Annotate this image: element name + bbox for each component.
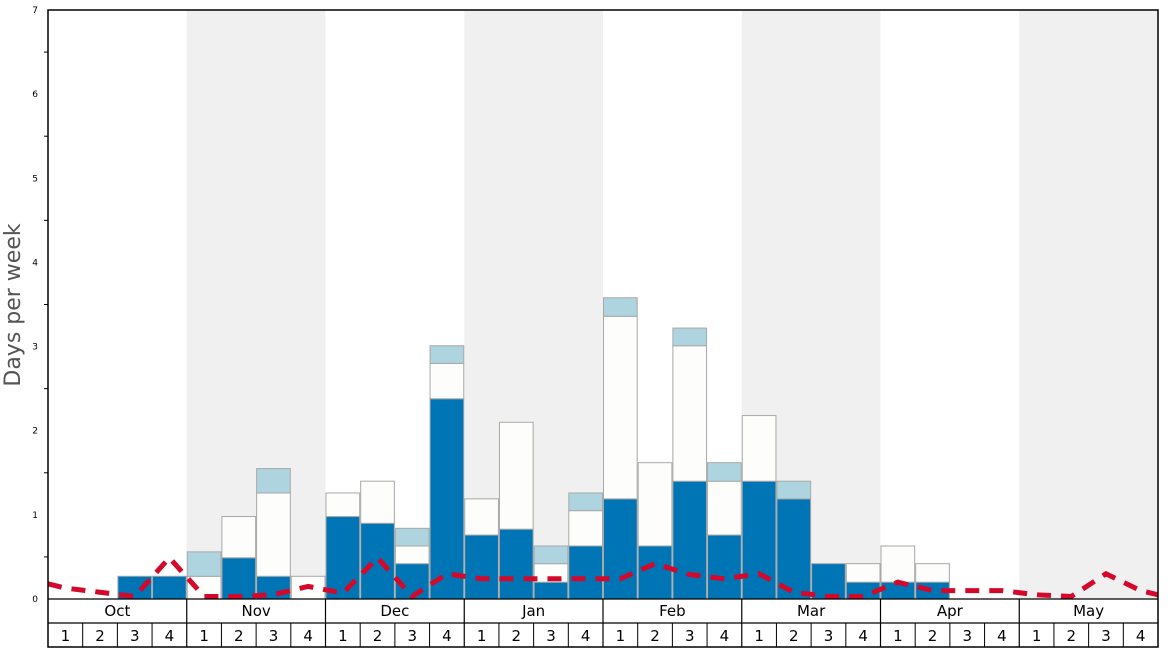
bar-white: [498, 421, 534, 530]
week-label: 4: [165, 627, 175, 645]
month-label-jan: Jan: [521, 602, 545, 620]
bar-dark: [741, 480, 777, 600]
y-tick-label: 4: [32, 258, 38, 268]
bar-light: [603, 297, 638, 317]
bar-white: [845, 563, 881, 583]
bar-light: [533, 545, 569, 565]
y-tick-label: 2: [32, 427, 38, 437]
month-label-may: May: [1073, 602, 1104, 620]
bar-dark: [568, 545, 603, 600]
week-label: 3: [269, 627, 279, 645]
bar-white: [741, 415, 777, 482]
week-label: 1: [754, 627, 764, 645]
week-label: 3: [1101, 627, 1111, 645]
month-bands: [186, 10, 1158, 599]
week-label: 2: [95, 627, 105, 645]
bar-dark: [811, 563, 846, 600]
week-label: 2: [650, 627, 660, 645]
month-label-oct: Oct: [104, 602, 130, 620]
week-label: 3: [407, 627, 417, 645]
bar-dark: [533, 581, 569, 600]
week-label: 1: [199, 627, 209, 645]
bar-white: [915, 563, 950, 583]
bar-white: [256, 492, 291, 577]
week-label: 2: [789, 627, 799, 645]
week-label: 4: [720, 627, 730, 645]
y-tick-label: 1: [32, 511, 38, 521]
average-line-path: [47, 554, 1159, 600]
bar-dark: [707, 534, 742, 600]
week-label: 1: [338, 627, 348, 645]
bar-light: [429, 345, 465, 364]
week-label: 4: [997, 627, 1007, 645]
bar-light: [672, 327, 708, 347]
bar-white: [707, 480, 742, 536]
bar-white: [672, 345, 708, 482]
month-label-dec: Dec: [380, 602, 409, 620]
week-label: 2: [234, 627, 244, 645]
bar-dark: [152, 575, 187, 600]
week-label: 3: [685, 627, 695, 645]
week-label: 2: [1067, 627, 1077, 645]
bar-dark: [464, 534, 499, 600]
bar-light: [394, 527, 430, 547]
week-label: 1: [1032, 627, 1042, 645]
y-tick-label: 3: [32, 343, 38, 353]
bar-light: [256, 468, 291, 494]
bar-white: [568, 510, 603, 547]
week-label: 4: [581, 627, 591, 645]
bar-dark: [637, 545, 673, 600]
bar-white: [429, 362, 465, 400]
week-label: 3: [130, 627, 140, 645]
bar-white: [637, 462, 673, 547]
axes: 0 1 2 3 4 5 6 7 Oct 1 2 3 4 Nov 1 2 3 4 Dec 1 2 3 4 Jan 1 2 3 4 Feb 1…: [32, 6, 1159, 648]
week-label: 4: [303, 627, 313, 645]
bar-dark: [429, 398, 465, 600]
shaded-band-may: [1019, 10, 1158, 599]
week-label: 4: [858, 627, 868, 645]
y-tick-label: 0: [32, 595, 38, 605]
bar-light: [776, 480, 812, 500]
y-tick-label: 7: [32, 6, 38, 16]
y-axis-label: Days per week: [1, 223, 26, 386]
week-label: 1: [616, 627, 626, 645]
bar-white: [394, 545, 430, 565]
bar-light: [707, 462, 742, 482]
week-label: 3: [962, 627, 972, 645]
week-label: 4: [442, 627, 452, 645]
month-label-feb: Feb: [659, 602, 686, 620]
bar-dark: [603, 498, 638, 600]
week-label: 1: [893, 627, 903, 645]
bar-white: [221, 516, 257, 559]
y-tick-label: 5: [32, 174, 38, 184]
month-label-nov: Nov: [241, 602, 270, 620]
bar-white: [880, 545, 916, 583]
week-label: 3: [824, 627, 834, 645]
y-tick-label: 6: [32, 90, 38, 100]
week-label: 2: [928, 627, 938, 645]
average-line: [47, 554, 1159, 600]
bar-white: [325, 492, 361, 518]
month-label-apr: Apr: [937, 602, 964, 620]
week-label: 4: [1136, 627, 1146, 645]
bar-dark: [672, 480, 708, 600]
week-label: 3: [546, 627, 556, 645]
bar-dark: [498, 528, 534, 600]
bars: [117, 297, 950, 600]
bar-dark: [776, 498, 812, 600]
bar-dark: [221, 557, 257, 600]
bar-dark: [325, 516, 361, 600]
bar-white: [464, 498, 499, 536]
bar-white: [360, 480, 395, 524]
bar-light: [186, 551, 222, 577]
week-label: 2: [373, 627, 383, 645]
week-label: 1: [477, 627, 487, 645]
bar-light: [568, 492, 603, 512]
week-label: 2: [512, 627, 522, 645]
bar-white: [603, 315, 638, 500]
month-label-mar: Mar: [797, 602, 826, 620]
week-label: 1: [61, 627, 71, 645]
